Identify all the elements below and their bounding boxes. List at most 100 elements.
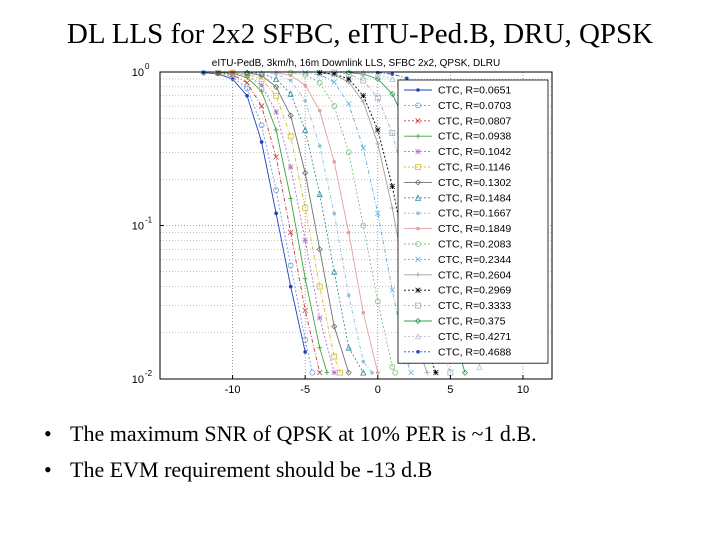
- data-point: [360, 93, 367, 99]
- data-point: [273, 83, 280, 90]
- data-point: [389, 183, 396, 190]
- data-point: [244, 85, 251, 92]
- legend-label: CTC, R=0.2969: [438, 285, 511, 297]
- data-point: [302, 307, 308, 314]
- data-point: [309, 369, 316, 376]
- data-point: [405, 76, 409, 81]
- legend-label: CTC, R=0.1667: [438, 208, 511, 220]
- series-line: [232, 72, 341, 373]
- bullet-list: • The maximum SNR of QPSK at 10% PER is ~…: [44, 416, 537, 488]
- data-point: [345, 369, 352, 376]
- data-point: [287, 262, 294, 269]
- chart-title: eITU-PedB, 3km/h, 16m Downlink LLS, SFBC…: [212, 58, 500, 69]
- data-point: [476, 363, 483, 370]
- data-point: [360, 77, 367, 84]
- data-point: [303, 83, 307, 88]
- legend-label: CTC, R=0.375: [438, 316, 506, 328]
- data-point: [370, 370, 374, 375]
- data-point: [273, 109, 279, 115]
- data-point: [258, 103, 265, 109]
- legend-label: CTC, R=0.1302: [438, 177, 511, 189]
- data-point: [346, 293, 351, 298]
- legend-label: CTC, R=0.1146: [438, 162, 511, 174]
- series-line: [247, 72, 364, 373]
- data-point: [360, 69, 367, 76]
- legend-box: [397, 79, 549, 364]
- data-point: [288, 195, 294, 201]
- x-tick-label: -10: [225, 384, 241, 396]
- data-point: [389, 363, 396, 370]
- data-point: [287, 90, 294, 97]
- data-point: [331, 69, 338, 76]
- data-point: [274, 70, 278, 75]
- data-point: [259, 140, 264, 144]
- data-point: [416, 226, 420, 231]
- data-point: [258, 122, 265, 129]
- data-point: [361, 310, 366, 315]
- bullet-item: • The EVM requirement should be -13 d.B: [44, 452, 537, 488]
- data-point: [302, 276, 308, 282]
- data-point: [375, 370, 380, 375]
- data-point: [345, 344, 352, 351]
- data-point: [258, 76, 265, 82]
- data-point: [287, 69, 294, 76]
- data-point: [215, 70, 221, 76]
- data-point: [259, 70, 264, 75]
- data-point: [375, 127, 381, 133]
- legend-label: CTC, R=0.0651: [438, 85, 511, 97]
- data-point: [415, 148, 421, 155]
- data-point: [316, 79, 323, 86]
- data-point: [316, 246, 323, 253]
- data-point: [360, 99, 366, 105]
- data-point: [374, 298, 381, 305]
- legend-label: CTC, R=0.2083: [438, 239, 511, 251]
- data-point: [302, 205, 309, 211]
- data-point: [200, 69, 207, 76]
- bullet-item: • The maximum SNR of QPSK at 10% PER is ~…: [44, 416, 537, 452]
- data-point: [331, 353, 338, 360]
- data-point: [316, 69, 323, 76]
- data-point: [244, 80, 250, 86]
- data-point: [303, 98, 307, 103]
- data-point: [302, 126, 309, 133]
- data-point: [414, 333, 422, 340]
- series-line: [232, 72, 335, 373]
- data-point: [392, 369, 399, 376]
- data-point: [201, 70, 206, 75]
- data-point: [317, 345, 323, 351]
- data-point: [243, 69, 251, 76]
- data-point: [259, 88, 265, 94]
- x-axis-ticks: -10 -5 0 5 10: [225, 375, 529, 396]
- legend-label: CTC, R=0.1849: [438, 223, 511, 235]
- data-point: [390, 72, 395, 76]
- data-point: [332, 211, 337, 216]
- legend: CTC, R=0.0651 CTC, R=0.0703 CTC, R=0.0807 C…: [397, 79, 549, 364]
- data-point: [273, 92, 280, 99]
- data-point: [317, 144, 322, 148]
- data-point: [415, 302, 421, 309]
- data-point: [389, 287, 396, 293]
- series-line: [203, 72, 313, 373]
- data-point: [317, 108, 322, 113]
- data-point: [375, 141, 381, 147]
- data-point: [433, 369, 439, 376]
- data-point: [360, 369, 367, 376]
- data-point: [408, 369, 414, 376]
- data-point: [345, 149, 352, 156]
- data-point: [461, 369, 468, 376]
- data-point: [416, 350, 420, 354]
- legend-label: CTC, R=0.1484: [438, 192, 511, 204]
- data-point: [302, 336, 309, 343]
- data-point: [415, 164, 421, 170]
- data-point: [389, 205, 395, 211]
- data-point: [414, 317, 422, 325]
- bullet-marker: •: [44, 421, 52, 446]
- data-point: [331, 369, 337, 376]
- data-point: [332, 160, 337, 164]
- data-point: [324, 370, 330, 376]
- legend-label: CTC, R=0.0807: [438, 115, 511, 127]
- data-point: [345, 101, 352, 107]
- data-point: [346, 230, 351, 235]
- series-line: [218, 72, 321, 373]
